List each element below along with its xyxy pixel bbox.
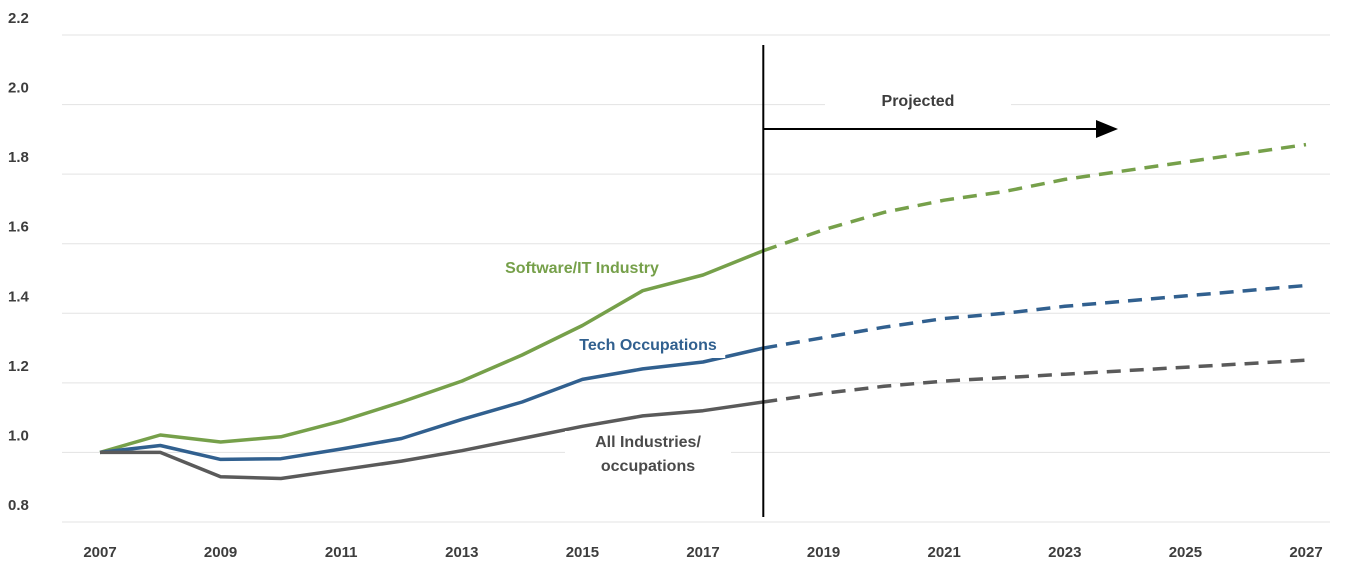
projected-line (762, 283, 1307, 350)
actual-line (100, 400, 764, 481)
y-tick-label: 1.8 (8, 149, 29, 166)
projected-line (763, 358, 1307, 404)
y-tick-label: 1.6 (8, 219, 29, 236)
x-tick-label: 2027 (1289, 544, 1322, 561)
x-tick-label: 2011 (325, 544, 358, 561)
series-label: Software/IT Industry (497, 257, 667, 281)
y-tick-label: 1.4 (8, 288, 30, 305)
x-tick-label: 2013 (445, 544, 478, 561)
x-tick-label: 2015 (566, 544, 599, 561)
actual-line (99, 346, 764, 462)
x-tick-label: 2019 (807, 544, 840, 561)
x-tick-label: 2017 (686, 544, 719, 561)
actual-line (99, 249, 764, 455)
projection-label: Projected (825, 90, 1011, 114)
y-tick-label: 2.0 (8, 80, 29, 97)
x-tick-label: 2021 (928, 544, 961, 561)
y-tick-label: 1.2 (8, 358, 29, 375)
x-tick-label: 2023 (1048, 544, 1081, 561)
x-tick-label: 2007 (83, 544, 116, 561)
series-label: All Industries/ occupations (565, 431, 731, 479)
y-tick-label: 0.8 (8, 497, 29, 514)
y-tick-label: 1.0 (8, 427, 29, 444)
series-label: Tech Occupations (571, 334, 725, 358)
x-tick-label: 2025 (1169, 544, 1202, 561)
projected-line (762, 142, 1307, 253)
x-tick-label: 2009 (204, 544, 237, 561)
arrow-head (1096, 120, 1118, 138)
y-tick-label: 2.2 (8, 10, 29, 27)
